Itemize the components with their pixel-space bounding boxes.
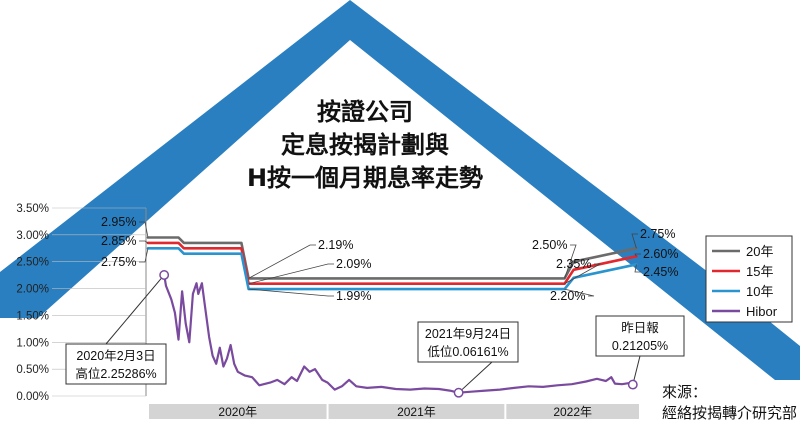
rate-label: 2.45% (643, 265, 678, 279)
series-line-1 (146, 241, 638, 286)
rate-label: 2.35% (556, 257, 591, 271)
annotation-pointer (105, 274, 165, 345)
rate-label: 2.85% (101, 234, 136, 248)
y-axis: 3.50% 3.00% 2.50% 2.00% 1.50% 1.00% 0.50% 0.00% (16, 203, 147, 403)
y-tick-label: 2.50% (16, 257, 49, 269)
rate-label: 2.09% (336, 257, 371, 271)
legend-label: 20年 (746, 244, 773, 259)
x-year-band (328, 404, 505, 419)
annotation-text: 低位0.06161% (427, 344, 508, 359)
y-tick-label: 0.50% (16, 364, 49, 376)
rate-label: 2.75% (640, 227, 675, 241)
roof-shape (0, 0, 800, 380)
rate-label: 2.95% (101, 215, 136, 229)
label-leader (248, 244, 316, 279)
legend-label: 10年 (746, 284, 773, 299)
label-leader (248, 263, 334, 285)
title-line: 按證公司 (317, 98, 413, 126)
x-year-band (149, 404, 327, 419)
annotation-marker (453, 387, 464, 398)
roof-decoration (0, 0, 800, 380)
annotation-text: 2020年2月3日 (76, 349, 155, 363)
label-leader (631, 233, 638, 249)
label-leader (634, 253, 641, 257)
x-year-label: 2022年 (553, 405, 592, 419)
legend-label: 15年 (746, 264, 773, 279)
series-line-0 (146, 236, 638, 280)
y-tick-label: 2.00% (16, 284, 49, 296)
x-year-band (506, 404, 639, 419)
rate-label: 2.20% (550, 289, 585, 303)
annotation-marker (159, 270, 170, 280)
source-text: 經絡按揭轉介研究部 (662, 405, 797, 422)
annotation-text: 昨日報 (621, 321, 659, 335)
label-leader (139, 248, 149, 263)
rate-label: 2.50% (532, 238, 567, 252)
label-leader (564, 244, 577, 279)
annotation-text: 0.21205% (612, 339, 668, 353)
annotation-pointer (458, 361, 493, 394)
y-tick-label: 1.50% (16, 310, 49, 322)
label-leader (564, 263, 602, 285)
x-year-label: 2020年 (218, 405, 257, 419)
annotation-text: 2021年9月24日 (425, 327, 511, 341)
rate-label: 1.99% (336, 289, 371, 303)
label-leader (564, 288, 595, 297)
series-line-2 (146, 247, 638, 291)
source-note: 來源： 經絡按揭轉介研究部 (662, 384, 797, 422)
x-year-label: 2021年 (397, 405, 436, 419)
label-leader (248, 288, 334, 297)
source-label: 來源： (662, 384, 707, 401)
legend: 20年 15年 10年 Hibor (705, 235, 793, 323)
rate-label: 2.60% (643, 247, 678, 261)
y-tick-label: 3.00% (16, 230, 49, 242)
y-tick-label: 0.00% (16, 391, 49, 403)
annotation-box (65, 343, 167, 385)
rate-labels: 2.95% 2.85% 2.75% 2.19% 2.09% 1.99% 2.50% 2.35%… (101, 215, 678, 303)
title-line: 定息按揭計劃與 (281, 131, 449, 159)
rate-label: 2.19% (318, 238, 353, 252)
annotation-marker (627, 379, 638, 390)
y-tick-label: 1.00% (16, 337, 49, 349)
annotation-text: 高位2.25286% (75, 366, 156, 381)
label-leader (139, 240, 149, 244)
label-leader (139, 221, 149, 238)
series-lines (146, 236, 638, 394)
label-leader (634, 264, 641, 273)
chart-title: 按證公司 定息按揭計劃與 H按一個月期息率走勢 (247, 98, 483, 192)
legend-label: Hibor (746, 304, 778, 319)
title-line: H按一個月期息率走勢 (247, 164, 483, 192)
annotation-box (417, 321, 519, 363)
series-line-3 (163, 274, 634, 394)
y-tick-label: 3.50% (16, 203, 49, 215)
x-axis-bands: 2020年 2021年 2022年 (149, 404, 639, 419)
rate-label: 2.75% (101, 255, 136, 269)
